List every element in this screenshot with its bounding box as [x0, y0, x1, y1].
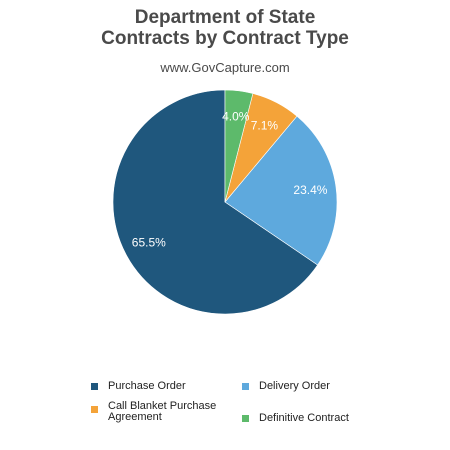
- pie-slice-delivery-order: [224, 115, 338, 266]
- legend-label-line: Call Blanket Purchase: [108, 400, 217, 412]
- pie-label-definitive-contract: 4.0%: [222, 109, 250, 123]
- legend-label-line: Delivery Order: [259, 380, 330, 392]
- legend-label: Definitive Contract: [259, 413, 349, 424]
- legend-label-line: Definitive Contract: [259, 412, 349, 424]
- legend-swatch: [91, 383, 98, 390]
- legend-label-line: Agreement: [108, 411, 162, 423]
- legend-swatch: [242, 383, 249, 390]
- chart-subtitle: www.GovCapture.com: [160, 60, 290, 75]
- pie-slice-definitive-contract: [224, 89, 254, 203]
- legend-label: Purchase Order: [108, 381, 186, 392]
- legend-swatch: [242, 415, 249, 422]
- legend-label-line: Purchase Order: [108, 380, 186, 392]
- legend-swatch: [91, 406, 98, 413]
- chart-title-line-2: Contracts by Contract Type: [101, 28, 349, 49]
- pie-slice-purchase-order: [112, 89, 319, 315]
- pie-label-purchase-order: 65.5%: [132, 235, 166, 249]
- pie-label-call-blanket-purchase-agreement: 7.1%: [251, 118, 279, 132]
- legend-label: Delivery Order: [259, 381, 330, 392]
- chart-title: Department of State Contracts by Contrac…: [0, 7, 450, 49]
- pie-label-delivery-order: 23.4%: [293, 183, 327, 197]
- legend-label: Call Blanket Purchase Agreement: [108, 401, 216, 423]
- chart-title-line-1: Department of State: [134, 7, 316, 28]
